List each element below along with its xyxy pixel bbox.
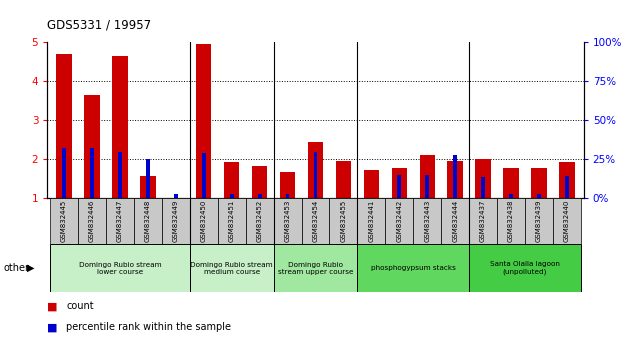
Bar	[559, 162, 575, 198]
Text: GSM832450: GSM832450	[201, 200, 207, 242]
Bar	[50, 198, 78, 244]
Bar	[308, 142, 323, 198]
Bar	[218, 198, 245, 244]
Bar	[190, 244, 274, 292]
Text: count: count	[66, 301, 94, 311]
Bar	[336, 161, 351, 198]
Bar	[553, 198, 581, 244]
Bar	[537, 194, 541, 198]
Text: other: other	[3, 263, 29, 273]
Bar	[50, 244, 190, 292]
Bar	[134, 198, 162, 244]
Bar	[425, 175, 429, 198]
Bar	[274, 244, 357, 292]
Bar	[190, 198, 218, 244]
Text: GSM832451: GSM832451	[228, 200, 235, 242]
Bar	[386, 198, 413, 244]
Text: ▶: ▶	[27, 263, 35, 273]
Bar	[140, 176, 156, 198]
Text: GSM832443: GSM832443	[424, 200, 430, 242]
Bar	[497, 198, 525, 244]
Text: Domingo Rubio stream
medium course: Domingo Rubio stream medium course	[191, 262, 273, 275]
Bar	[420, 155, 435, 198]
Bar	[363, 170, 379, 198]
Text: Santa Olalla lagoon
(unpolluted): Santa Olalla lagoon (unpolluted)	[490, 261, 560, 275]
Bar	[252, 166, 268, 198]
Bar	[509, 194, 513, 198]
Bar	[85, 95, 100, 198]
Text: GSM832448: GSM832448	[145, 200, 151, 242]
Bar	[475, 159, 491, 198]
Text: ■: ■	[47, 301, 58, 311]
Text: GSM832452: GSM832452	[257, 200, 262, 242]
Text: GSM832439: GSM832439	[536, 200, 542, 242]
Bar	[504, 168, 519, 198]
Text: GSM832441: GSM832441	[369, 200, 374, 242]
Bar	[90, 148, 94, 198]
Text: GSM832438: GSM832438	[508, 200, 514, 242]
Text: GSM832455: GSM832455	[341, 200, 346, 242]
Text: ■: ■	[47, 322, 58, 332]
Bar	[314, 152, 317, 198]
Bar	[447, 161, 463, 198]
Bar	[56, 54, 72, 198]
Bar	[357, 198, 386, 244]
Bar	[469, 198, 497, 244]
Bar	[257, 194, 262, 198]
Bar	[392, 168, 407, 198]
Text: GSM832445: GSM832445	[61, 200, 67, 242]
Bar	[286, 194, 290, 198]
Bar	[453, 155, 457, 198]
Bar	[441, 198, 469, 244]
Text: GSM832437: GSM832437	[480, 200, 486, 242]
Bar	[280, 172, 295, 198]
Bar	[112, 56, 127, 198]
Bar	[525, 198, 553, 244]
Bar	[62, 148, 66, 198]
Bar	[413, 198, 441, 244]
Text: GSM832453: GSM832453	[285, 200, 290, 242]
Text: GSM832442: GSM832442	[396, 200, 403, 242]
Text: GSM832444: GSM832444	[452, 200, 458, 242]
Text: GSM832447: GSM832447	[117, 200, 123, 242]
Bar	[174, 194, 178, 198]
Text: phosphogypsum stacks: phosphogypsum stacks	[371, 265, 456, 271]
Bar	[245, 198, 274, 244]
Bar	[106, 198, 134, 244]
Text: GSM832454: GSM832454	[312, 200, 319, 242]
Text: GDS5331 / 19957: GDS5331 / 19957	[47, 19, 151, 32]
Bar	[329, 198, 357, 244]
Bar	[230, 194, 233, 198]
Text: Domingo Rubio
stream upper course: Domingo Rubio stream upper course	[278, 262, 353, 275]
Text: Domingo Rubio stream
lower course: Domingo Rubio stream lower course	[79, 262, 162, 275]
Bar	[162, 198, 190, 244]
Bar	[531, 168, 546, 198]
Bar	[357, 244, 469, 292]
Bar	[78, 198, 106, 244]
Text: GSM832449: GSM832449	[173, 200, 179, 242]
Bar	[274, 198, 302, 244]
Bar	[481, 177, 485, 198]
Bar	[398, 175, 401, 198]
Bar	[202, 153, 206, 198]
Bar	[196, 45, 211, 198]
Text: percentile rank within the sample: percentile rank within the sample	[66, 322, 231, 332]
Bar	[302, 198, 329, 244]
Bar	[118, 152, 122, 198]
Bar	[565, 176, 569, 198]
Bar	[224, 162, 239, 198]
Text: GSM832440: GSM832440	[564, 200, 570, 242]
Bar	[146, 159, 150, 198]
Text: GSM832446: GSM832446	[89, 200, 95, 242]
Bar	[469, 244, 581, 292]
